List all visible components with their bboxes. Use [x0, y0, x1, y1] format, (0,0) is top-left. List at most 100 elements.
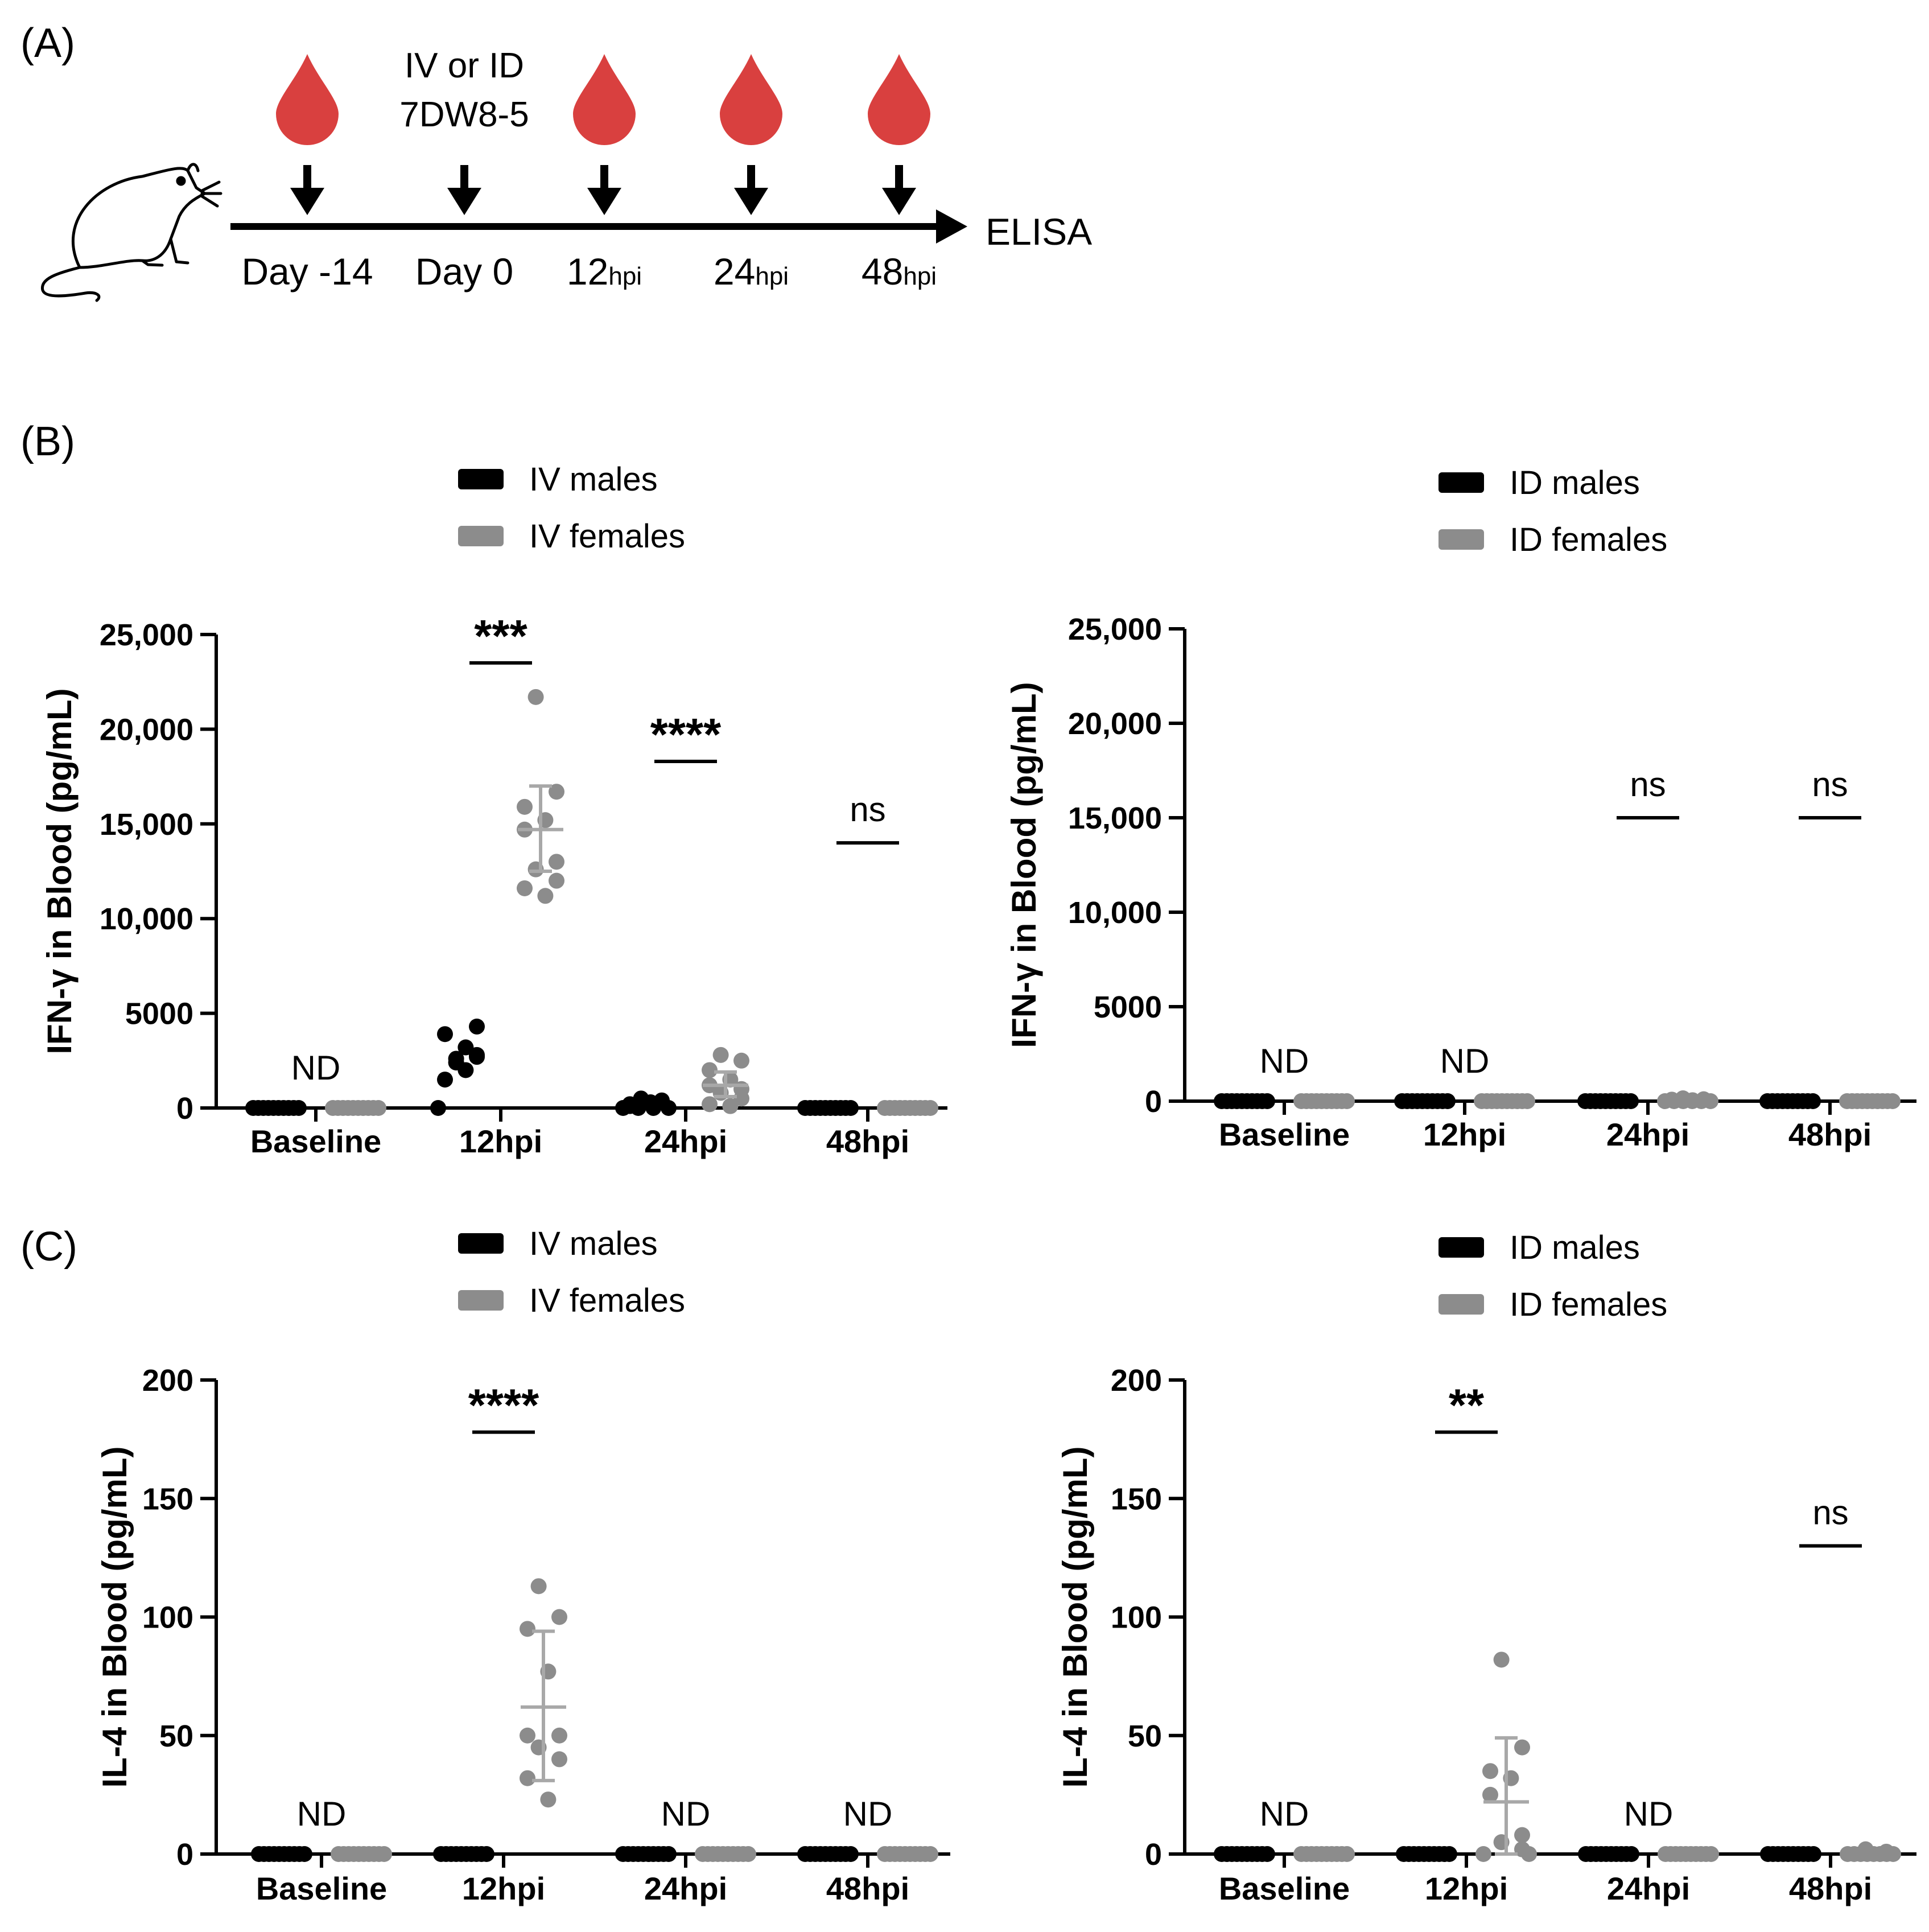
data-point	[549, 872, 564, 889]
y-tick-label: 25,000	[1068, 612, 1162, 646]
significance-label: **	[1449, 1380, 1485, 1431]
down-arrow-icon	[734, 188, 768, 215]
data-point	[457, 1062, 474, 1078]
mouse-icon	[41, 163, 222, 302]
significance-label: ****	[468, 1380, 539, 1431]
not-detected-label: ND	[1260, 1795, 1309, 1833]
x-tick-label: Baseline	[1219, 1117, 1350, 1152]
legend-label: IV females	[529, 518, 685, 555]
data-point	[702, 1062, 718, 1078]
significance-label: ***	[474, 611, 527, 661]
injection-label-line2: 7DW8-5	[399, 95, 529, 134]
y-tick-label: 50	[1128, 1719, 1162, 1753]
data-point	[551, 1727, 567, 1744]
x-tick-label: 12hpi	[462, 1871, 545, 1906]
x-tick-label: 48hpi	[826, 1871, 909, 1906]
x-tick-label: 12hpi	[1423, 1117, 1506, 1152]
injection-label-line1: IV or ID	[405, 46, 524, 85]
data-point	[527, 689, 544, 705]
timepoint-label: Day -14	[241, 250, 373, 293]
legend-swatch	[458, 1233, 504, 1254]
not-detected-label: ND	[1624, 1795, 1674, 1833]
x-tick-label: Baseline	[256, 1871, 387, 1906]
data-point	[1482, 1786, 1498, 1803]
y-tick-label: 50	[159, 1719, 193, 1753]
legend-label: ID females	[1510, 521, 1667, 558]
timepoint-label: Day 0	[415, 250, 513, 293]
data-point	[530, 1578, 547, 1595]
data-point	[1339, 1846, 1355, 1862]
x-tick-label: 12hpi	[459, 1123, 542, 1159]
y-tick-label: 200	[142, 1363, 193, 1398]
y-axis-label: IL-4 in Blood (pg/mL)	[1056, 1447, 1094, 1788]
not-detected-label: ND	[1440, 1042, 1490, 1080]
y-tick-label: 15,000	[1068, 801, 1162, 835]
x-tick-label: 48hpi	[1789, 1871, 1872, 1906]
not-detected-label: ND	[843, 1795, 893, 1833]
y-tick-label: 150	[142, 1482, 193, 1516]
blood-drop-icon	[275, 54, 339, 146]
data-point	[1475, 1846, 1491, 1862]
not-detected-label: ND	[291, 1049, 341, 1087]
significance-label: ****	[650, 709, 722, 760]
data-point	[1703, 1846, 1719, 1862]
data-point	[549, 784, 564, 800]
legend-label: IV males	[529, 1225, 658, 1262]
y-tick-label: 10,000	[1068, 896, 1162, 930]
data-point	[540, 1791, 557, 1808]
blood-drop-icon	[720, 54, 782, 145]
data-point	[457, 1039, 474, 1056]
data-point	[291, 1100, 307, 1116]
timepoint-label: 48hpi	[862, 250, 937, 293]
data-point	[740, 1846, 756, 1862]
x-tick-label: 24hpi	[1606, 1117, 1689, 1152]
down-arrow-icon	[290, 188, 324, 215]
y-tick-label: 200	[1111, 1363, 1162, 1398]
down-arrow-icon	[447, 188, 481, 215]
timepoint-label: 24hpi	[714, 250, 789, 293]
y-tick-label: 0	[1145, 1838, 1162, 1872]
data-point	[520, 1727, 535, 1744]
data-point	[1885, 1846, 1901, 1862]
data-point	[1441, 1846, 1457, 1862]
y-axis-label: IFN-γ in Blood (pg/mL)	[40, 688, 79, 1054]
not-detected-label: ND	[661, 1795, 711, 1833]
legend-label: ID males	[1510, 464, 1640, 501]
data-point	[722, 1098, 739, 1114]
data-point	[1806, 1846, 1821, 1862]
y-tick-label: 0	[176, 1091, 193, 1126]
data-point	[843, 1100, 859, 1116]
data-point	[733, 1090, 749, 1107]
significance-label: ns	[1812, 1494, 1848, 1532]
data-point	[1885, 1093, 1901, 1109]
data-point	[712, 1047, 729, 1063]
y-tick-label: 100	[1111, 1601, 1162, 1635]
y-tick-label: 10,000	[100, 902, 193, 936]
data-point	[479, 1846, 494, 1862]
data-point	[1519, 1093, 1535, 1109]
data-point	[437, 1026, 453, 1043]
y-tick-label: 100	[142, 1601, 193, 1635]
y-axis-label: IFN-γ in Blood (pg/mL)	[1005, 682, 1043, 1048]
x-tick-label: Baseline	[250, 1123, 381, 1159]
data-point	[1440, 1093, 1456, 1109]
chart-b-iv: IV males IV females 0 5000 10,000 15,000 20,00…	[40, 461, 947, 1159]
data-point	[549, 854, 564, 870]
data-point	[537, 888, 554, 904]
legend-swatch	[458, 526, 504, 546]
legend-label: ID males	[1510, 1229, 1640, 1266]
y-tick-label: 0	[176, 1838, 193, 1872]
y-tick-label: 150	[1111, 1482, 1162, 1516]
significance-label: ns	[1812, 765, 1848, 804]
legend-swatch	[458, 1290, 504, 1311]
significance-label: ns	[850, 790, 885, 829]
down-arrow-icon	[895, 165, 903, 191]
blood-drop-icon	[573, 54, 636, 145]
down-arrow-icon	[882, 188, 916, 215]
y-tick-label: 20,000	[100, 712, 193, 747]
timeline-arrowhead	[936, 209, 967, 244]
data-point	[733, 1052, 749, 1069]
x-tick-label: 24hpi	[1607, 1871, 1690, 1906]
data-point	[1339, 1093, 1355, 1109]
